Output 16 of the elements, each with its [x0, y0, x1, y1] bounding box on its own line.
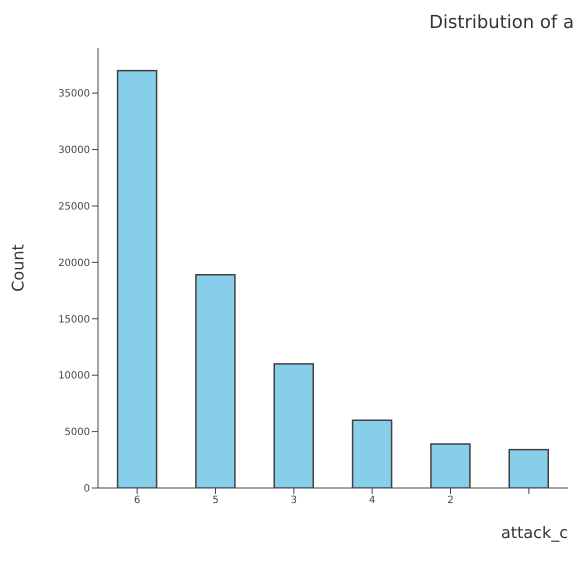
y-tick-label: 5000	[64, 427, 90, 438]
y-tick-label: 10000	[58, 370, 90, 382]
y-axis-title: Count	[8, 244, 28, 292]
x-axis-title: attack_c	[500, 523, 568, 542]
x-tick-label: 3	[290, 495, 298, 506]
x-tick-label: 2	[447, 495, 454, 506]
y-tick-label: 15000	[58, 314, 90, 326]
x-tick-label: 6	[134, 495, 140, 506]
y-tick-label: 20000	[58, 258, 90, 269]
y-tick-label: 35000	[58, 88, 90, 100]
y-tick-label: 25000	[58, 202, 90, 212]
chart-title: Distribution of a	[429, 12, 574, 33]
x-tick-label: 4	[368, 495, 376, 506]
x-tick-label: 5	[212, 495, 219, 506]
y-tick-label: 30000	[58, 145, 90, 156]
y-tick-label: 0	[84, 484, 90, 495]
